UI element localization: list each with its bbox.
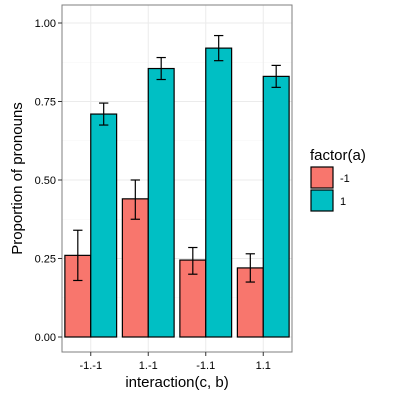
- y-tick-label: 0.25: [35, 254, 56, 266]
- bar: [205, 47, 233, 338]
- y-tick-label: 1.00: [35, 18, 56, 30]
- bar: [147, 67, 175, 338]
- axis-layer: 0.00 0.25 0.50 0.75 1.00 -1.-1 1.-1 -1.1 1.1: [35, 18, 271, 372]
- legend-key: [310, 166, 334, 189]
- bar: [64, 254, 92, 338]
- legend-label: -1: [340, 173, 350, 185]
- y-tick-label: 0.75: [35, 97, 56, 109]
- legend-label: 1: [340, 196, 346, 208]
- plot-panel-border: [61, 4, 293, 353]
- legend-key: [310, 189, 334, 212]
- x-tick-label: 1.1: [256, 360, 271, 372]
- bar: [179, 259, 207, 338]
- x-tick-label: 1.-1: [139, 360, 158, 372]
- error-bar-layer: [73, 34, 281, 283]
- legend-items: -1 1: [310, 166, 350, 212]
- y-tick-label: 0.00: [35, 332, 56, 344]
- legend: factor(a) -1 1: [310, 147, 366, 212]
- x-axis-label: interaction(c, b): [125, 374, 228, 391]
- bar-layer: [64, 47, 290, 338]
- legend-title: factor(a): [310, 147, 366, 164]
- y-axis-label: Proportion of pronouns: [9, 102, 26, 255]
- bar: [90, 113, 118, 338]
- x-tick-label: -1.1: [196, 360, 215, 372]
- bar: [262, 75, 290, 338]
- x-tick-label: -1.-1: [79, 360, 102, 372]
- y-tick-label: 0.50: [35, 175, 56, 187]
